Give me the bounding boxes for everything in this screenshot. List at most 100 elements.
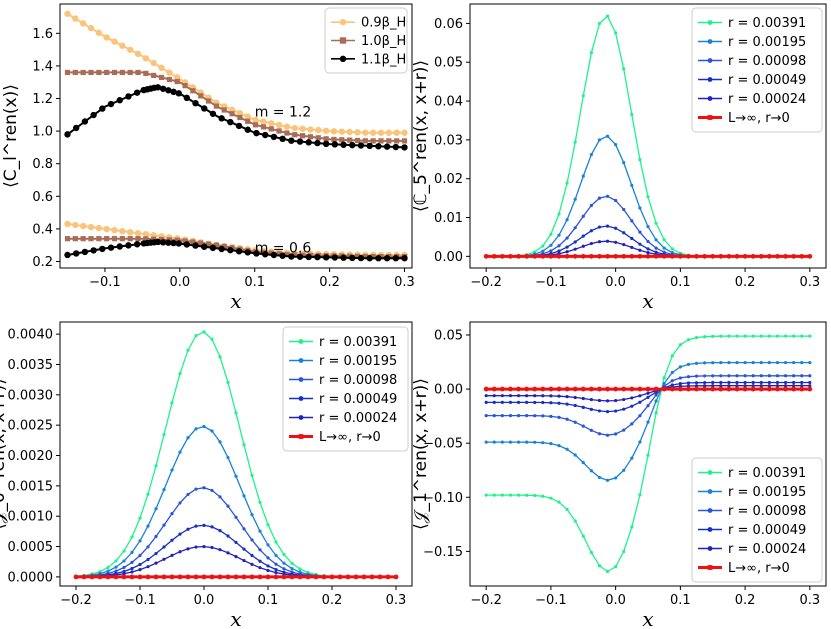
data-point xyxy=(322,127,330,135)
data-point xyxy=(556,386,562,392)
data-point xyxy=(735,374,739,378)
data-point xyxy=(386,138,392,144)
data-point xyxy=(142,55,150,62)
data-point xyxy=(759,334,763,338)
data-point xyxy=(630,396,634,400)
data-point xyxy=(597,138,602,142)
legend-entry: r = 0.00098 xyxy=(289,373,397,388)
data-point xyxy=(621,386,627,392)
y-tick-label: 0.0020 xyxy=(8,449,54,464)
data-point xyxy=(143,70,149,76)
data-point xyxy=(249,574,255,580)
data-point xyxy=(540,253,546,259)
data-point xyxy=(227,246,234,254)
data-point xyxy=(605,14,610,18)
x-axis-label: x xyxy=(642,607,653,629)
x-tick-label: 0.3 xyxy=(799,593,820,608)
legend-marker xyxy=(707,115,713,120)
data-point xyxy=(175,240,182,247)
data-point xyxy=(130,566,134,571)
data-point xyxy=(266,568,270,573)
data-point xyxy=(565,395,569,399)
data-point xyxy=(362,253,368,260)
x-axis-label: x xyxy=(230,607,241,629)
data-point xyxy=(165,87,172,94)
data-point xyxy=(226,551,230,555)
data-point xyxy=(808,334,812,338)
data-point xyxy=(79,222,87,230)
data-point xyxy=(694,384,699,388)
y-tick-label: −0.15 xyxy=(423,545,463,560)
data-point xyxy=(573,197,577,201)
data-point xyxy=(64,69,71,76)
data-point xyxy=(218,529,222,533)
data-point xyxy=(393,129,400,136)
series-1 xyxy=(484,334,812,574)
data-point xyxy=(694,335,699,340)
data-point xyxy=(622,231,626,235)
data-point xyxy=(791,253,797,259)
data-point xyxy=(670,370,674,375)
data-point xyxy=(339,137,345,143)
data-point xyxy=(338,128,346,135)
data-point xyxy=(135,69,141,76)
data-point xyxy=(354,129,361,136)
data-point xyxy=(250,512,254,517)
data-point xyxy=(646,195,650,199)
data-point xyxy=(210,545,214,550)
data-point xyxy=(170,468,174,472)
data-point xyxy=(201,574,207,580)
data-point xyxy=(377,129,385,136)
data-point xyxy=(499,253,505,259)
data-point xyxy=(702,386,708,392)
x-tick-label: 0.1 xyxy=(244,275,265,290)
data-point xyxy=(125,242,132,249)
data-point xyxy=(80,236,86,242)
data-point xyxy=(499,386,505,392)
data-point xyxy=(133,89,141,96)
data-point xyxy=(235,122,243,130)
data-point xyxy=(500,400,504,404)
data-point xyxy=(119,69,125,76)
data-point xyxy=(194,334,198,338)
data-point xyxy=(565,236,569,240)
x-axis-label: x xyxy=(642,289,653,313)
data-point xyxy=(742,253,748,259)
data-point xyxy=(154,551,158,556)
data-point xyxy=(250,553,254,558)
y-tick-label: 0.02 xyxy=(434,172,463,187)
data-point xyxy=(385,574,391,580)
legend-entry: 1.0β_H xyxy=(331,34,406,49)
data-point xyxy=(564,386,570,392)
data-point xyxy=(130,550,134,555)
legend-marker xyxy=(707,77,713,82)
data-point xyxy=(556,253,562,259)
data-point xyxy=(694,361,699,365)
data-point xyxy=(134,50,142,58)
plot-area xyxy=(483,14,813,259)
data-point xyxy=(491,386,497,392)
data-point xyxy=(678,376,682,380)
data-point xyxy=(638,206,642,210)
data-point xyxy=(323,136,329,142)
data-point xyxy=(284,251,290,258)
data-point xyxy=(572,253,578,259)
legend-label: r = 0.00098 xyxy=(728,54,806,69)
data-point xyxy=(597,196,602,200)
data-point xyxy=(170,511,174,516)
data-point xyxy=(743,374,747,378)
data-point xyxy=(549,414,553,418)
data-point xyxy=(282,567,286,571)
data-point xyxy=(492,400,496,404)
legend-entry: r = 0.00049 xyxy=(698,73,806,88)
data-point xyxy=(759,380,763,385)
chart-panel-3: −0.2 −0.1 0.0 0.1 0.2 0.3 0.0000 0.0005 0.0010 0.… xyxy=(0,321,413,629)
data-point xyxy=(588,253,594,259)
data-point xyxy=(87,24,95,32)
data-point xyxy=(581,424,585,428)
data-point xyxy=(581,396,585,401)
legend-entry: r = 0.00195 xyxy=(289,354,397,369)
legend-label: r = 0.00024 xyxy=(319,411,397,426)
data-point xyxy=(394,138,400,144)
data-point xyxy=(154,238,162,246)
